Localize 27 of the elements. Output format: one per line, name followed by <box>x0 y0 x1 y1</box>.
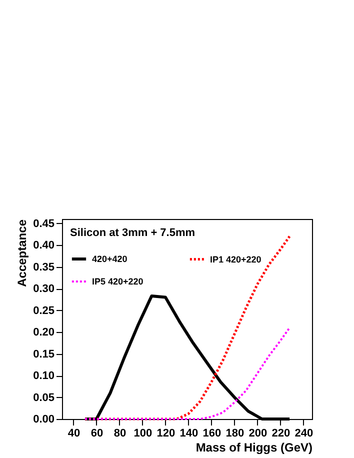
y-tick-label: 0.45 <box>33 218 54 230</box>
legend-title: Silicon at 3mm + 7.5mm <box>70 227 196 239</box>
x-tick-label: 160 <box>202 428 222 440</box>
x-tick-label: 220 <box>272 428 290 440</box>
x-tick-label: 140 <box>180 428 198 440</box>
legend-label: IP1 420+220 <box>210 254 262 264</box>
x-tick-label: 100 <box>134 428 152 440</box>
x-tick-label: 120 <box>156 428 176 440</box>
x-tick-label: 60 <box>90 428 104 440</box>
x-axis-title: Mass of Higgs (GeV) <box>196 440 312 454</box>
legend-label: IP5 420+220 <box>92 276 144 286</box>
x-tick-label: 180 <box>226 428 244 440</box>
y-tick-label: 0.05 <box>33 392 54 404</box>
y-tick-label: 0.00 <box>33 414 54 426</box>
x-tick-label: 40 <box>68 428 80 440</box>
y-tick-label: 0.30 <box>33 283 54 296</box>
y-tick-label: 0.40 <box>33 240 54 252</box>
y-tick-label: 0.25 <box>33 304 54 317</box>
y-axis-title: Acceptance <box>15 219 30 287</box>
y-tick-label: 0.15 <box>33 348 54 360</box>
x-tick-label: 240 <box>294 428 314 440</box>
y-tick-label: 0.35 <box>33 261 54 274</box>
y-tick-label: 0.10 <box>33 370 54 382</box>
x-tick-label: 200 <box>248 428 268 440</box>
x-tick-label: 80 <box>114 428 126 440</box>
y-tick-label: 0.20 <box>33 326 54 339</box>
legend-label: 420+420 <box>92 254 128 264</box>
